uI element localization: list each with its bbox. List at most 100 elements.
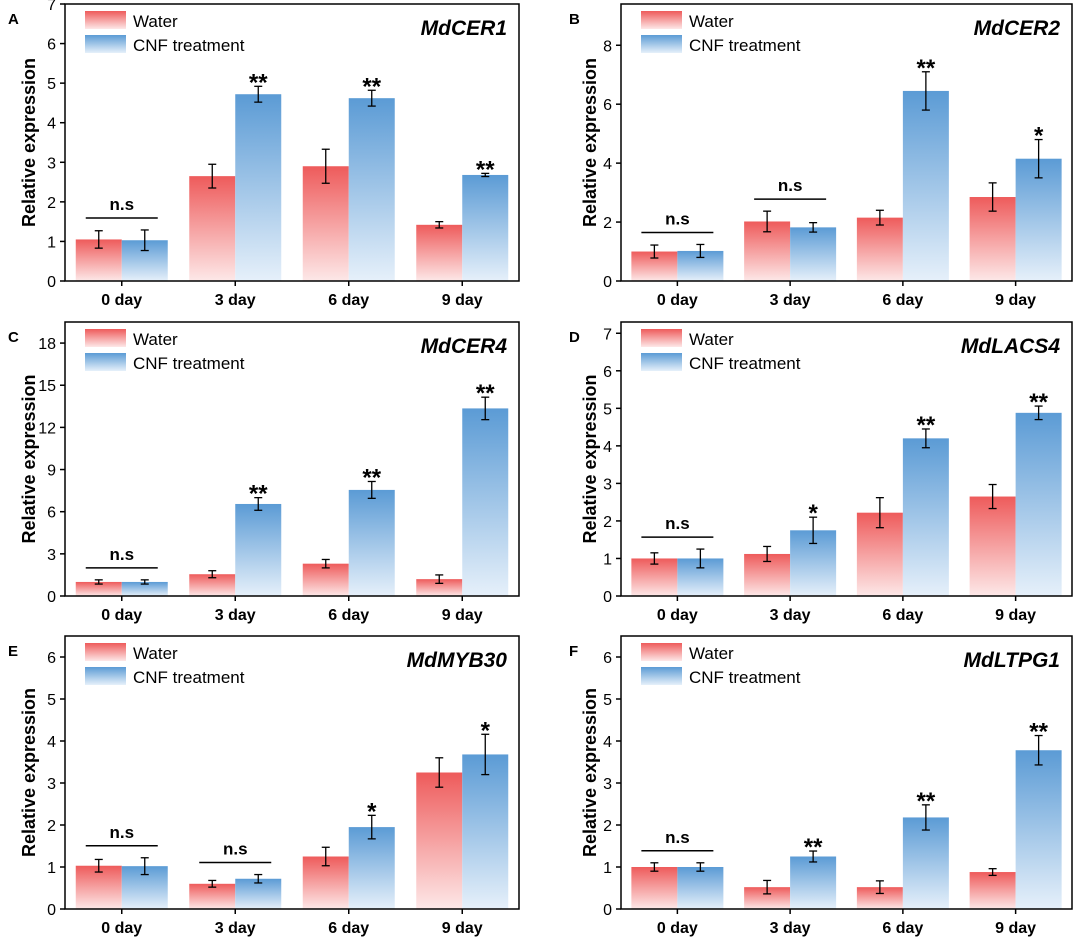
y-tick-label: 5 (603, 401, 612, 418)
y-tick-label: 8 (603, 38, 612, 55)
error-bar (435, 574, 444, 585)
x-tick-label: 9 day (995, 920, 1036, 937)
error-bar (921, 71, 930, 111)
y-tick-label: 6 (603, 97, 612, 114)
plot-frame (64, 321, 520, 597)
x-tick-label: 0 day (657, 607, 698, 624)
legend-label-cnf: CNF treatment (133, 36, 245, 55)
legend-label-cnf: CNF treatment (689, 36, 801, 55)
bar-cnf (235, 503, 282, 596)
gene-title: MdLACS4 (961, 335, 1060, 358)
legend-swatch-water (641, 329, 682, 347)
y-axis-label: Relative expression (19, 374, 39, 543)
legend-label-water: Water (689, 330, 734, 349)
bar-water (856, 217, 903, 281)
error-bar (650, 862, 659, 872)
y-tick-label: 3 (603, 476, 612, 493)
error-bar (809, 222, 818, 233)
bar-cnf (235, 878, 282, 909)
y-tick-label: 1 (603, 860, 612, 877)
legend: Water CNF treatment (641, 11, 801, 55)
significance-label: * (481, 717, 491, 744)
legend-label-cnf: CNF treatment (689, 668, 801, 687)
significance-label: ** (362, 464, 381, 491)
error-bar (696, 862, 705, 872)
bar-water (189, 574, 236, 596)
bar-cnf (1015, 412, 1062, 596)
y-axis-label: Relative expression (19, 688, 39, 857)
significance-label: ** (249, 69, 268, 96)
significance-label: ** (476, 380, 495, 407)
bar-cnf (348, 489, 395, 596)
y-tick-label: 0 (603, 902, 612, 919)
legend: Water CNF treatment (85, 643, 245, 687)
gene-title: MdLTPG1 (964, 649, 1060, 672)
legend-label-water: Water (689, 12, 734, 31)
y-tick-label: 0 (47, 274, 56, 291)
legend-swatch-water (85, 11, 126, 29)
y-tick-label: 6 (603, 650, 612, 667)
error-bar (367, 480, 376, 499)
x-tick-label: 0 day (657, 292, 698, 309)
x-tick-label: 6 day (882, 292, 923, 309)
y-tick-label: 2 (603, 818, 612, 835)
error-bar (988, 483, 997, 510)
error-bar (321, 148, 330, 184)
x-tick-label: 3 day (215, 607, 256, 624)
bar-cnf (462, 754, 509, 909)
y-tick-label: 3 (603, 776, 612, 793)
legend-swatch-water (641, 643, 682, 661)
error-bar (921, 804, 930, 831)
legend-swatch-cnf (85, 353, 126, 371)
bar-water (969, 872, 1016, 909)
x-tick-label: 3 day (215, 292, 256, 309)
error-bar (809, 850, 818, 863)
significance-label: ** (917, 55, 936, 82)
y-tick-label: 6 (603, 364, 612, 381)
y-tick-label: 4 (603, 439, 612, 456)
error-bar (875, 880, 884, 895)
bar-water (75, 865, 122, 909)
y-tick-label: 1 (47, 860, 56, 877)
x-tick-label: 0 day (101, 607, 142, 624)
error-bar (321, 846, 330, 867)
error-bar (1034, 734, 1043, 766)
y-tick-label: 6 (47, 37, 56, 54)
legend-label-cnf: CNF treatment (689, 354, 801, 373)
y-tick-label: 0 (603, 589, 612, 606)
panel-D: Dn.s 0 day * 3 day ** 6 day ** 9 day 0 1 2 3 4 5 6 7 Rel… (569, 321, 1073, 624)
error-bar (763, 879, 772, 895)
y-tick-label: 5 (47, 76, 56, 93)
error-bar (367, 814, 376, 840)
y-axis-label: Relative expression (19, 58, 39, 227)
bar-cnf (790, 227, 837, 281)
y-axis-label: Relative expression (580, 58, 600, 227)
significance-label: ** (1029, 719, 1048, 746)
y-tick-label: 18 (38, 336, 56, 353)
legend-swatch-water (85, 643, 126, 661)
x-tick-label: 6 day (882, 920, 923, 937)
y-tick-label: 3 (47, 547, 56, 564)
gene-title: MdCER2 (974, 17, 1061, 40)
error-bar (140, 857, 149, 876)
error-bar (435, 220, 444, 229)
y-tick-label: 0 (47, 589, 56, 606)
plot-frame (620, 635, 1073, 910)
error-bar (94, 579, 103, 585)
legend-label-water: Water (133, 12, 178, 31)
bar-cnf (348, 827, 395, 909)
panel-label: F (569, 643, 578, 660)
bar-cnf (462, 408, 509, 596)
legend-label-cnf: CNF treatment (133, 354, 245, 373)
bar-cnf (235, 94, 282, 281)
error-bar (988, 868, 997, 877)
y-tick-label: 5 (47, 692, 56, 709)
gene-title: MdMYB30 (407, 649, 508, 672)
y-tick-label: 2 (47, 818, 56, 835)
significance-label: * (367, 798, 377, 825)
x-tick-label: 0 day (101, 292, 142, 309)
error-bar (481, 172, 490, 178)
y-tick-label: 12 (38, 420, 56, 437)
bar-cnf (902, 90, 949, 282)
